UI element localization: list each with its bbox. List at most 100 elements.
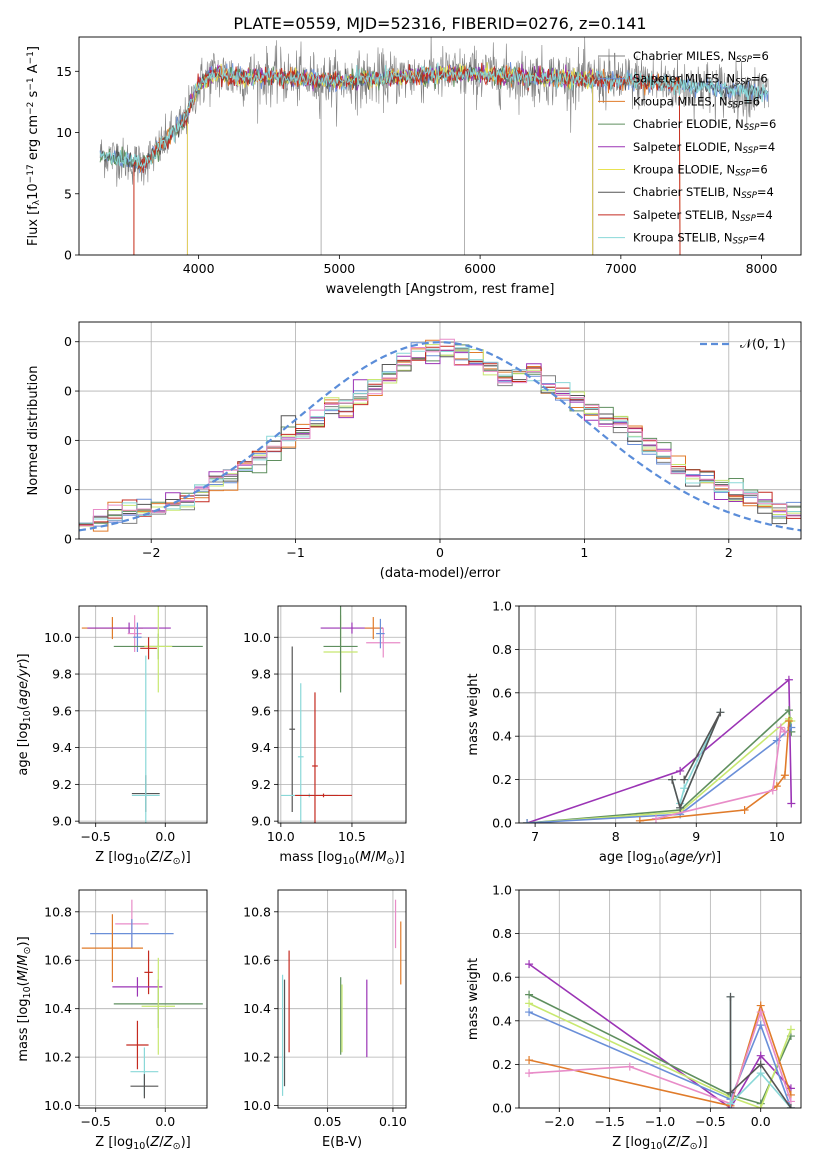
x-tick-label: 5000 [323, 261, 355, 276]
y-tick-label: 0 [64, 433, 72, 448]
data-point [651, 814, 660, 823]
series-line [528, 963, 792, 1108]
plot-area-weight-vs-age [523, 675, 796, 823]
x-tick-label: −1.0 [645, 1114, 675, 1129]
axes-frame [78, 36, 802, 256]
data-point [780, 771, 789, 780]
data-point [726, 1088, 735, 1097]
x-tick-label: 7 [531, 829, 539, 844]
y-tick-label: 10.2 [243, 1050, 271, 1065]
series-line [671, 711, 722, 811]
y-tick-label: 9.8 [52, 667, 72, 682]
x-tick-label: 2 [725, 545, 733, 560]
axes-frame [277, 889, 407, 1109]
data-point [784, 717, 793, 726]
axis-label: E(B-V) [322, 1135, 362, 1150]
series-line [729, 996, 792, 1108]
grid-weight-vs-age [519, 605, 801, 824]
data-point [525, 999, 534, 1008]
legend-label: Salpeter STELIB, NSSP=4 [633, 208, 773, 224]
axis-label: mass [log10(M/M⊙)] [16, 936, 33, 1061]
axis-label: age [log10(age/yr)] [16, 653, 33, 775]
series-line [99, 62, 769, 169]
legend: Chabrier MILES, NSSP=6 Salpeter MILES, NS… [598, 49, 776, 247]
y-tick-label: 10.6 [243, 953, 271, 968]
y-tick-label: 10.4 [44, 1001, 72, 1016]
panel-mass-vs-z: −0.5 0.0 10.0 10.2 10.4 10.6 10.8 Z [log10(Z/Z⊙… [16, 889, 208, 1152]
axes-frame [78, 605, 208, 824]
x-tick-label: −1.5 [594, 1114, 624, 1129]
data-point [680, 784, 689, 793]
y-tick-label: 0.4 [492, 729, 512, 744]
axes-mass-vs-z: −0.5 0.0 10.0 10.2 10.4 10.6 10.8 Z [log10(Z/Z⊙… [16, 889, 208, 1152]
grid-mass-vs-z [79, 890, 207, 1108]
x-tick-label: −0.5 [81, 1114, 111, 1129]
x-tick-label: 0 [436, 545, 444, 560]
y-tick-label: 10.6 [44, 953, 72, 968]
panel-mass-vs-ebv: 0.05 0.10 10.0 10.2 10.4 10.6 10.8 E(B-V) [243, 889, 407, 1150]
plot-area-mass-vs-ebv [281, 899, 402, 1096]
y-tick-label: 9.0 [251, 814, 271, 829]
y-tick-label: 0.8 [492, 926, 512, 941]
data-point [784, 706, 793, 715]
x-tick-label: 4000 [183, 261, 215, 276]
plot-area-mass-vs-z [81, 899, 203, 1099]
y-tick-label: 9.8 [251, 667, 271, 682]
panel-residuals: −2 −1 0 1 2 0 0 0 0 0 𝒩(0, 1) (data-model)/error Nor… [26, 321, 802, 581]
panel-weight-vs-age: 7 8 9 10 0.0 0.2 0.4 0.6 0.8 1.0 mass weight age [l… [466, 599, 802, 867]
axis-label: Z [log10(Z/Z⊙)] [95, 1135, 190, 1152]
plot-area-weight-vs-z [525, 960, 795, 1108]
y-tick-label: 0 [64, 532, 72, 547]
x-tick-label: 7000 [605, 261, 637, 276]
x-tick-label: 0.05 [314, 1114, 342, 1129]
data-point [756, 1069, 765, 1078]
legend-label: Chabrier ELODIE, NSSP=6 [633, 117, 776, 133]
data-point [726, 992, 735, 1001]
data-point [676, 803, 685, 812]
legend-label: Kroupa STELIB, NSSP=4 [633, 231, 765, 247]
y-tick-label: 9.0 [52, 814, 72, 829]
axes-age-vs-mass: 10.0 10.5 9.0 9.2 9.4 9.6 9.8 10.0 mass [log10(M… [243, 605, 407, 867]
histogram-series [79, 348, 801, 525]
data-point [726, 1099, 735, 1108]
data-point [525, 1069, 534, 1078]
y-tick-label: 10.0 [44, 630, 72, 645]
x-tick-label: 1 [580, 545, 588, 560]
y-tick-label: 0.6 [492, 970, 512, 985]
data-point [525, 960, 534, 969]
x-tick-label: 6000 [464, 261, 496, 276]
x-tick-label: −2 [142, 545, 160, 560]
panel-spectrum: 4000 5000 6000 7000 8000 0 5 10 15 Flux [fλ10−17 … [26, 36, 802, 297]
x-tick-label: −0.5 [81, 829, 111, 844]
data-point [676, 766, 685, 775]
data-point [780, 727, 789, 736]
x-tick-label: 10 [769, 829, 785, 844]
axis-label: Z [log10(Z/Z⊙)] [612, 1135, 707, 1152]
data-point [784, 675, 793, 684]
x-tick-label: 0.0 [155, 829, 175, 844]
axes-spectrum: 4000 5000 6000 7000 8000 0 5 10 15 Flux [fλ10−17 … [26, 36, 802, 297]
x-tick-label: 10.0 [267, 829, 295, 844]
axes-weight-vs-age: 7 8 9 10 0.0 0.2 0.4 0.6 0.8 1.0 mass weight age [l… [466, 599, 802, 867]
axis-label: (data-model)/error [380, 566, 501, 581]
data-point [525, 1008, 534, 1017]
y-tick-label: 10.0 [44, 1098, 72, 1113]
plot-area-age-vs-mass [280, 606, 401, 823]
axes-frame [78, 889, 208, 1109]
data-point [740, 805, 749, 814]
data-point [525, 1056, 534, 1065]
legend-label: Chabrier MILES, NSSP=6 [633, 49, 769, 65]
figure-title: PLATE=0559, MJD=52316, FIBERID=0276, z=0… [233, 14, 646, 33]
axes-frame [518, 605, 802, 824]
series-line [133, 64, 681, 255]
y-tick-label: 10.0 [243, 630, 271, 645]
legend-label: Salpeter ELODIE, NSSP=4 [633, 140, 775, 156]
x-tick-label: 0.0 [155, 1114, 175, 1129]
series-line [527, 717, 792, 823]
data-point [756, 1060, 765, 1069]
data-point [786, 1104, 795, 1108]
gaussian-curve [79, 341, 801, 532]
y-tick-label: 10.0 [243, 1098, 271, 1113]
grid-age-vs-z [79, 606, 207, 823]
